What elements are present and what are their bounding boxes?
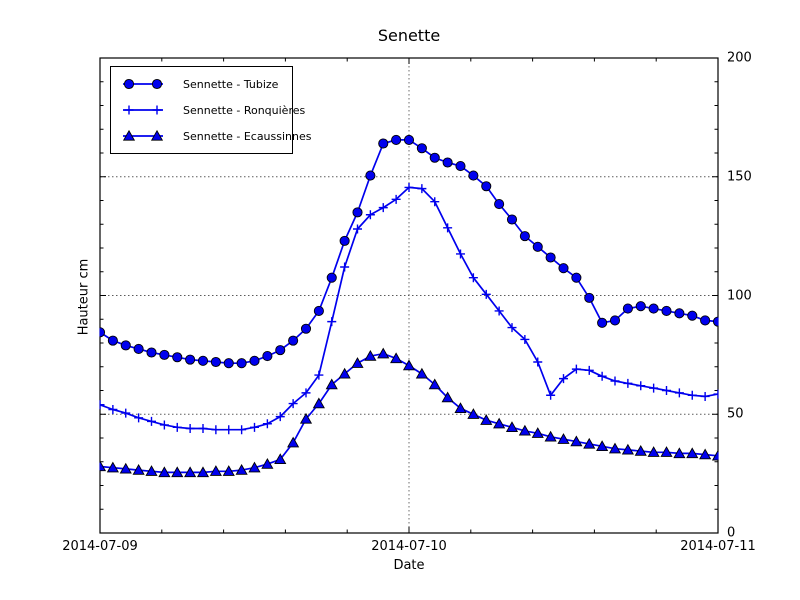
gridlines	[100, 58, 718, 533]
y-tick-label: 50	[727, 406, 744, 422]
chart-title: Senette	[377, 26, 441, 45]
circle-marker-line-icon	[123, 78, 163, 90]
x-tick-label: 2014-07-10	[371, 539, 447, 554]
y-tick-label: 200	[727, 50, 752, 66]
legend-item-tubize: Sennette - Tubize	[121, 77, 282, 91]
series-line	[99, 139, 719, 365]
series-circle	[99, 134, 719, 369]
legend-label: Sennette - Ecaussinnes	[183, 129, 312, 143]
legend-label: Sennette - Ronquières	[183, 103, 306, 117]
legend-item-ronquieres: Sennette - Ronquières	[121, 103, 305, 117]
triangle-marker-line-icon	[122, 129, 164, 141]
series-plus	[99, 182, 719, 435]
y-tick-label: 100	[727, 288, 752, 303]
legend: Sennette - Tubize Sennette - Ronquières …	[110, 66, 312, 154]
legend-label: Sennette - Tubize	[183, 77, 279, 91]
x-axis-label: Date	[393, 558, 425, 573]
y-tick-label: 150	[727, 169, 752, 185]
legend-item-ecaussinnes: Sennette - Ecaussinnes	[121, 129, 312, 143]
x-tick-label: 2014-07-09	[62, 539, 138, 554]
y-axis-label: Hauteur cm	[76, 258, 92, 336]
plus-marker-line-icon	[123, 105, 163, 115]
series-triangle-up	[99, 347, 719, 478]
x-tick-label: 2014-07-11	[680, 539, 756, 554]
y-tick-label: 0	[727, 525, 736, 541]
